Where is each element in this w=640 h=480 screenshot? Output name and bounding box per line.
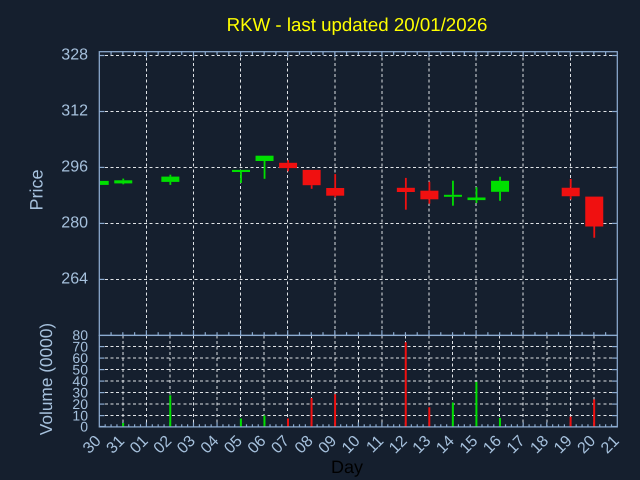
svg-text:30: 30: [72, 384, 88, 400]
svg-text:60: 60: [72, 350, 88, 366]
svg-text:Volume (0000): Volume (0000): [36, 323, 56, 435]
svg-text:Price: Price: [27, 169, 47, 210]
svg-text:296: 296: [61, 159, 88, 176]
svg-text:328: 328: [61, 47, 88, 64]
svg-text:264: 264: [61, 271, 88, 288]
svg-text:280: 280: [61, 215, 88, 232]
svg-text:80: 80: [72, 327, 88, 343]
svg-text:Day: Day: [331, 457, 363, 477]
svg-text:70: 70: [72, 338, 88, 354]
svg-text:312: 312: [61, 103, 88, 120]
svg-text:10: 10: [72, 407, 88, 423]
svg-text:40: 40: [72, 373, 88, 389]
svg-text:20: 20: [72, 396, 88, 412]
svg-text:50: 50: [72, 361, 88, 377]
svg-text:RKW - last updated 20/01/2026: RKW - last updated 20/01/2026: [227, 14, 488, 35]
svg-text:0: 0: [80, 418, 88, 434]
